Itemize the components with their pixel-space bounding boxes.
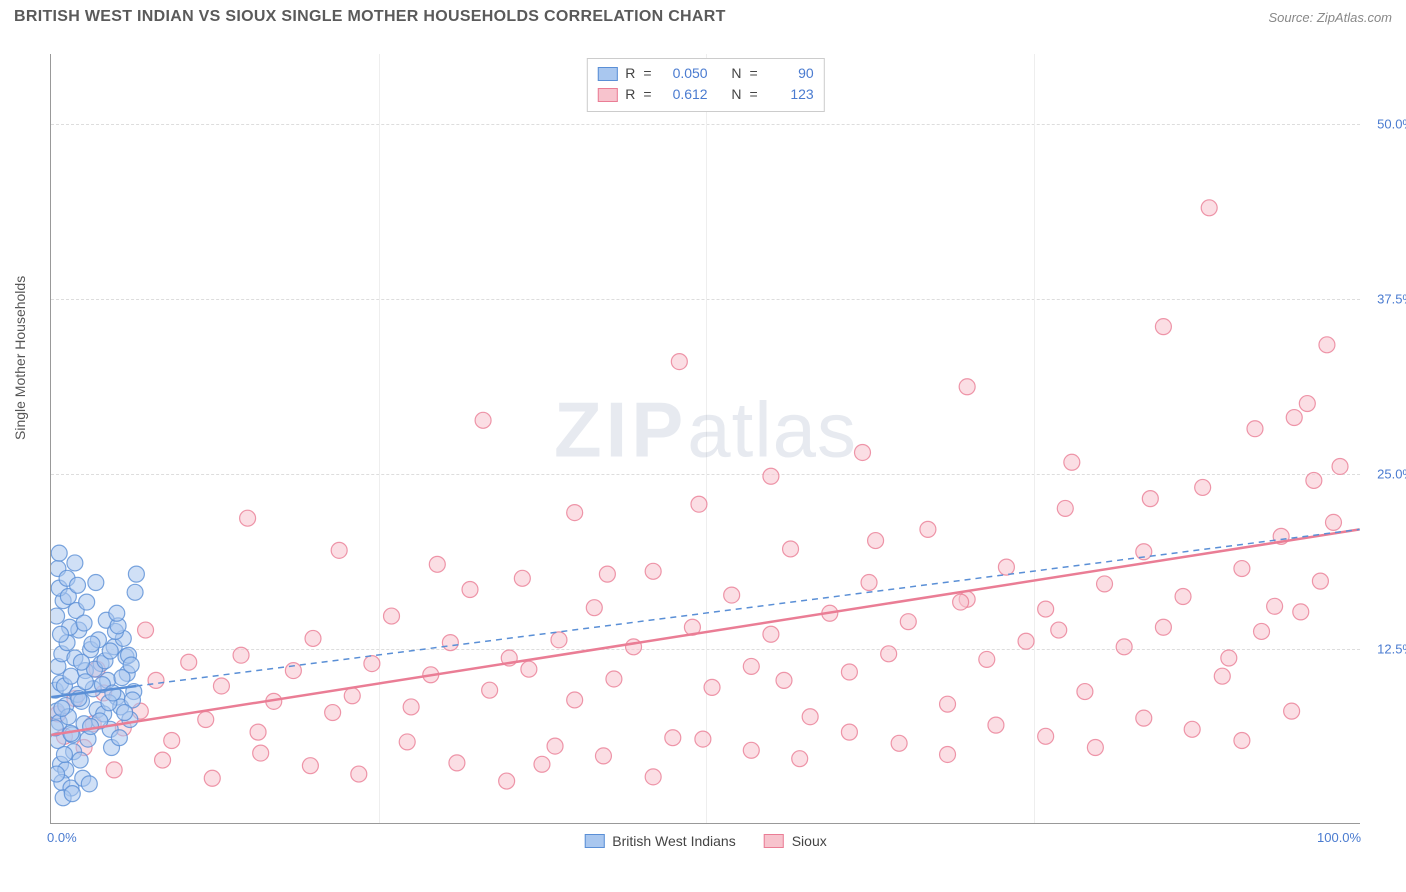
n-label: N: [731, 84, 741, 105]
eq-sign: =: [643, 84, 651, 105]
x-tick-label: 0.0%: [47, 830, 77, 845]
n-value-blue: 90: [766, 63, 814, 84]
y-tick-label: 25.0%: [1377, 467, 1406, 482]
scatter-plot-svg: [51, 54, 1360, 823]
chart-title: BRITISH WEST INDIAN VS SIOUX SINGLE MOTH…: [14, 8, 726, 26]
r-label: R: [625, 63, 635, 84]
x-tick-label: 100.0%: [1317, 830, 1361, 845]
legend-stats-row: R = 0.050 N = 90: [597, 63, 813, 84]
swatch-blue: [597, 67, 617, 81]
r-label: R: [625, 84, 635, 105]
r-value-pink: 0.612: [660, 84, 708, 105]
footer-legend-item: British West Indians: [584, 833, 735, 849]
swatch-blue: [584, 834, 604, 848]
swatch-pink: [764, 834, 784, 848]
eq-sign: =: [750, 63, 758, 84]
y-tick-label: 37.5%: [1377, 292, 1406, 307]
eq-sign: =: [643, 63, 651, 84]
footer-legend: British West Indians Sioux: [584, 833, 827, 849]
r-value-blue: 0.050: [660, 63, 708, 84]
legend-stats-row: R = 0.612 N = 123: [597, 84, 813, 105]
footer-legend-label: Sioux: [792, 833, 827, 849]
y-tick-label: 50.0%: [1377, 117, 1406, 132]
eq-sign: =: [750, 84, 758, 105]
source-attribution: Source: ZipAtlas.com: [1268, 10, 1392, 25]
footer-legend-label: British West Indians: [612, 833, 735, 849]
chart-plot-area: ZIPatlas R = 0.050 N = 90 R = 0.612 N = …: [50, 54, 1360, 824]
swatch-pink: [597, 88, 617, 102]
n-label: N: [731, 63, 741, 84]
y-axis-label: Single Mother Households: [12, 276, 28, 440]
n-value-pink: 123: [766, 84, 814, 105]
legend-stats-box: R = 0.050 N = 90 R = 0.612 N = 123: [586, 58, 824, 112]
footer-legend-item: Sioux: [764, 833, 827, 849]
y-tick-label: 12.5%: [1377, 642, 1406, 657]
